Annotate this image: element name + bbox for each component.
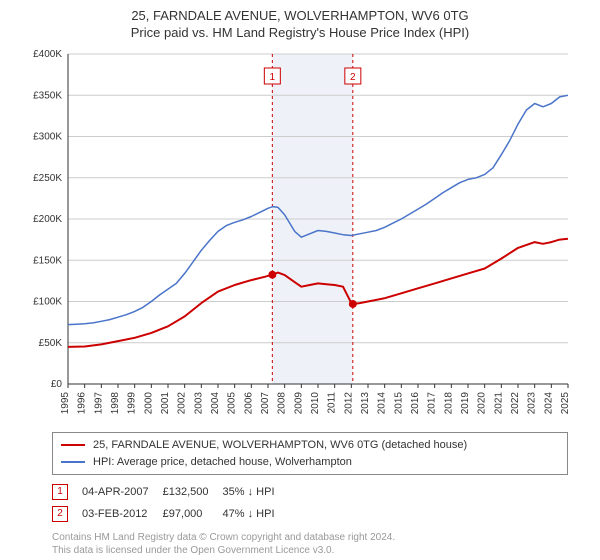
x-tick-label: 2018 (443, 392, 454, 415)
title-subtitle: Price paid vs. HM Land Registry's House … (12, 25, 588, 40)
y-tick-label: £400K (33, 49, 62, 60)
chart-container: 25, FARNDALE AVENUE, WOLVERHAMPTON, WV6 … (0, 0, 600, 560)
y-tick-label: £250K (33, 173, 62, 184)
legend-swatch (61, 461, 85, 463)
chart: £0 £50K £100K £150K £200K £250K £300K £350K £400… (20, 46, 580, 426)
marker-number: 2 (52, 506, 68, 522)
event-marker-dot (268, 271, 276, 279)
marker-row: 1 04-APR-2007£132,50035% ↓ HPI (52, 481, 289, 503)
x-tick-label: 2017 (427, 392, 438, 415)
marker-cell-price: £97,000 (163, 503, 223, 525)
x-tick-label: 2020 (477, 392, 488, 415)
x-tick-label: 2004 (210, 392, 221, 415)
legend-row: HPI: Average price, detached house, Wolv… (61, 454, 559, 471)
x-tick-label: 2008 (277, 392, 288, 415)
legend-swatch (61, 444, 85, 446)
x-tick-label: 1999 (127, 392, 138, 415)
x-tick-label: 2000 (143, 392, 154, 415)
x-tick-label: 2023 (527, 392, 538, 415)
x-tick-label: 2021 (493, 392, 504, 415)
marker-row: 2 03-FEB-2012£97,00047% ↓ HPI (52, 503, 289, 525)
y-tick-label: £200K (33, 214, 62, 225)
y-tick-label: £100K (33, 297, 62, 308)
footer-note: Contains HM Land Registry data © Crown c… (52, 531, 568, 557)
x-tick-label: 2016 (410, 392, 421, 415)
event-marker-dot (349, 300, 357, 308)
x-tick-label: 2014 (377, 392, 388, 415)
footer-line2: This data is licensed under the Open Gov… (52, 544, 568, 557)
legend-row: 25, FARNDALE AVENUE, WOLVERHAMPTON, WV6 … (61, 437, 559, 454)
x-tick-label: 2012 (343, 392, 354, 415)
x-tick-label: 1996 (77, 392, 88, 415)
x-tick-label: 1997 (93, 392, 104, 415)
marker-cell-num: 1 (52, 481, 82, 503)
x-tick-label: 2024 (543, 392, 554, 415)
x-tick-label: 2005 (227, 392, 238, 415)
marker-cell-delta: 35% ↓ HPI (223, 481, 289, 503)
marker-cell-date: 04-APR-2007 (82, 481, 163, 503)
y-tick-label: £150K (33, 255, 62, 266)
legend: 25, FARNDALE AVENUE, WOLVERHAMPTON, WV6 … (52, 432, 568, 475)
y-tick-label: £50K (39, 338, 63, 349)
x-tick-label: 2006 (243, 392, 254, 415)
markers-table: 1 04-APR-2007£132,50035% ↓ HPI 2 03-FEB-201… (52, 481, 289, 525)
title-block: 25, FARNDALE AVENUE, WOLVERHAMPTON, WV6 … (12, 8, 588, 40)
event-label-text: 1 (270, 72, 276, 83)
x-tick-label: 2022 (510, 392, 521, 415)
x-tick-label: 2001 (160, 392, 171, 415)
x-tick-label: 2019 (460, 392, 471, 415)
x-tick-label: 2011 (327, 392, 338, 414)
x-tick-label: 2007 (260, 392, 271, 415)
y-tick-label: £0 (51, 379, 63, 390)
x-tick-label: 2025 (560, 392, 571, 415)
y-tick-label: £300K (33, 132, 62, 143)
title-address: 25, FARNDALE AVENUE, WOLVERHAMPTON, WV6 … (12, 8, 588, 23)
legend-label: HPI: Average price, detached house, Wolv… (93, 454, 352, 471)
marker-cell-price: £132,500 (163, 481, 223, 503)
x-tick-label: 2002 (177, 392, 188, 415)
x-tick-label: 2015 (393, 392, 404, 415)
y-tick-label: £350K (33, 90, 62, 101)
legend-label: 25, FARNDALE AVENUE, WOLVERHAMPTON, WV6 … (93, 437, 467, 454)
x-tick-label: 1995 (60, 392, 71, 415)
x-tick-label: 2009 (293, 392, 304, 415)
event-label-text: 2 (350, 72, 356, 83)
footer-line1: Contains HM Land Registry data © Crown c… (52, 531, 568, 544)
chart-svg: £0 £50K £100K £150K £200K £250K £300K £350K £400… (20, 46, 580, 426)
x-tick-label: 2003 (193, 392, 204, 415)
marker-cell-num: 2 (52, 503, 82, 525)
x-tick-label: 1998 (110, 392, 121, 415)
marker-cell-date: 03-FEB-2012 (82, 503, 163, 525)
marker-number: 1 (52, 484, 68, 500)
marker-cell-delta: 47% ↓ HPI (223, 503, 289, 525)
x-tick-label: 2013 (360, 392, 371, 415)
x-tick-label: 2010 (310, 392, 321, 415)
